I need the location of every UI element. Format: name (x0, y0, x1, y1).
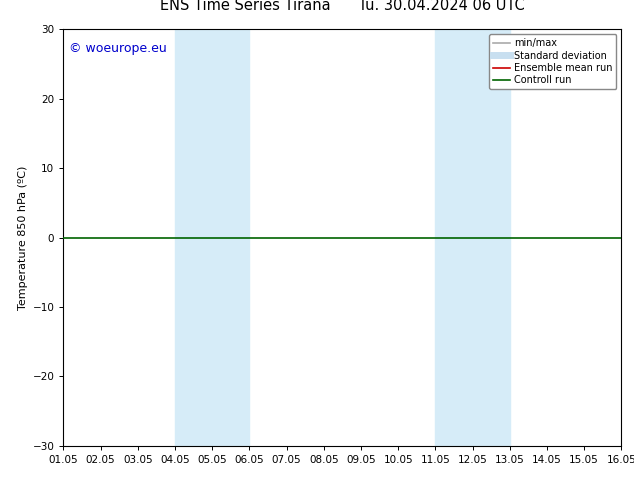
Text: ENS Time Series Tirana      Tu. 30.04.2024 06 UTC: ENS Time Series Tirana Tu. 30.04.2024 06… (160, 0, 525, 13)
Bar (175, 29, 249, 446)
Text: © woeurope.eu: © woeurope.eu (69, 42, 167, 55)
Y-axis label: Temperature 850 hPa (ºC): Temperature 850 hPa (ºC) (18, 166, 29, 310)
Legend: min/max, Standard deviation, Ensemble mean run, Controll run: min/max, Standard deviation, Ensemble me… (489, 34, 616, 89)
Bar (436, 29, 510, 446)
